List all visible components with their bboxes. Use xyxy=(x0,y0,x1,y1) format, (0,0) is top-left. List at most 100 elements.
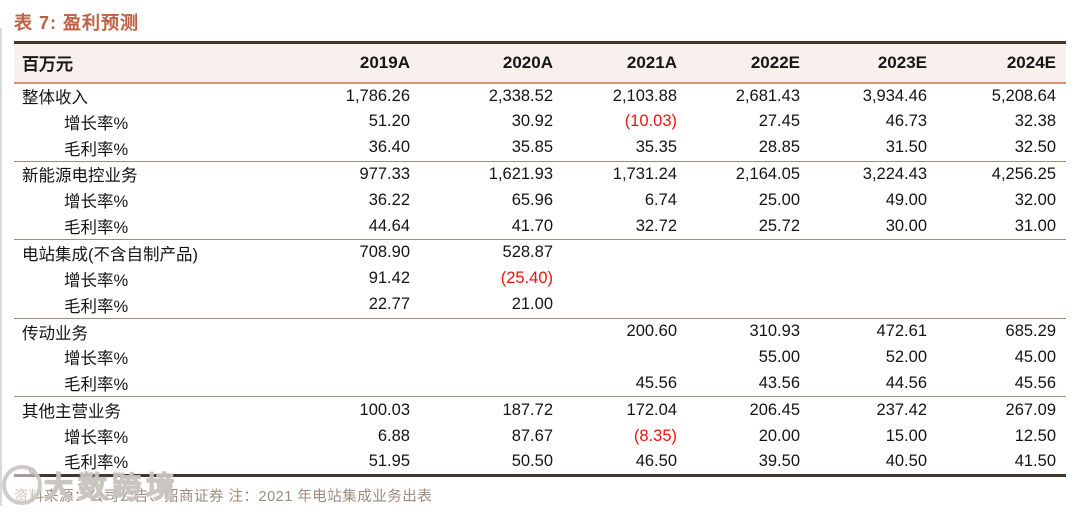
table-row: 增长率% 6.88 87.67 (8.35) 20.00 15.00 12.50 xyxy=(14,423,1066,449)
cell-value: 32.72 xyxy=(635,216,677,235)
cell-value: 3,934.46 xyxy=(862,86,927,105)
row-label: 毛利率% xyxy=(64,454,129,473)
cell-value: 39.50 xyxy=(758,451,800,470)
cell-value: (10.03) xyxy=(624,112,677,131)
cell-value: 45.56 xyxy=(635,373,677,392)
cell-value: 49.00 xyxy=(885,190,927,209)
cell-value: 6.88 xyxy=(377,426,410,445)
row-label: 增长率% xyxy=(64,193,129,212)
table-row: 增长率% 51.20 30.92 (10.03) 27.45 46.73 32.38 xyxy=(14,109,1066,135)
cell-value: 27.45 xyxy=(758,112,800,131)
cell-value: 1,621.93 xyxy=(420,160,563,188)
cell-value: 28.85 xyxy=(758,138,800,157)
cell-value: 43.56 xyxy=(758,373,800,392)
column-header: 2019A xyxy=(289,42,420,84)
cell-value xyxy=(289,344,420,370)
cell-value: 41.70 xyxy=(511,216,553,235)
cell-value: 51.20 xyxy=(368,112,410,131)
cell-value: 25.00 xyxy=(758,190,800,209)
table-row: 增长率% 36.22 65.96 6.74 25.00 49.00 32.00 xyxy=(14,187,1066,213)
cell-value: 52.00 xyxy=(885,347,927,366)
cell-value xyxy=(687,266,810,292)
cell-value: 46.50 xyxy=(635,451,677,470)
cell-value xyxy=(810,239,937,266)
column-header: 2020A xyxy=(420,42,563,84)
table-row: 传动业务 200.60 310.93 472.61 685.29 xyxy=(14,317,1066,345)
cell-value: 685.29 xyxy=(937,317,1066,345)
row-label: 毛利率% xyxy=(64,297,129,316)
cell-value: 31.00 xyxy=(1014,216,1056,235)
table-row: 毛利率% 36.40 35.85 35.35 28.85 31.50 32.50 xyxy=(14,135,1066,161)
cell-value: 30.92 xyxy=(511,112,553,131)
table-row: 毛利率% 22.77 21.00 xyxy=(14,292,1066,318)
cell-value: 5,208.64 xyxy=(991,86,1056,105)
row-label: 毛利率% xyxy=(64,140,129,159)
cell-value xyxy=(937,266,1066,292)
cell-value: 22.77 xyxy=(368,295,410,314)
cell-value: 36.22 xyxy=(368,190,410,209)
column-header: 2024E xyxy=(937,42,1066,84)
table-row: 其他主营业务 100.03 187.72 172.04 206.45 237.42 267.… xyxy=(14,396,1066,423)
unit-header: 百万元 xyxy=(14,42,289,84)
row-label: 整体收入 xyxy=(22,89,88,108)
cell-value: 21.00 xyxy=(511,295,553,314)
cell-value xyxy=(563,344,687,370)
cell-value: 40.50 xyxy=(885,451,927,470)
cell-value: 32.00 xyxy=(1014,190,1056,209)
source-note: 资料来源：公司公告、招商证券 注：2021 年电站集成业务出表 xyxy=(14,488,433,505)
cell-value: 45.56 xyxy=(1014,373,1056,392)
cell-value: 187.72 xyxy=(420,396,563,423)
cell-value xyxy=(937,239,1066,266)
row-label: 其他主营业务 xyxy=(14,396,289,423)
cell-value xyxy=(563,266,687,292)
cell-value: (25.40) xyxy=(500,269,553,288)
page-edge-line xyxy=(0,28,2,506)
table-row: 毛利率% 51.95 50.50 46.50 39.50 40.50 41.50 xyxy=(14,449,1066,475)
cell-value: 32.38 xyxy=(1014,112,1056,131)
cell-value: 528.87 xyxy=(420,239,563,266)
cell-value: 36.40 xyxy=(368,138,410,157)
header-row: 百万元 2019A 2020A 2021A 2022E 2023E 2024E xyxy=(14,42,1066,84)
row-label: 传动业务 xyxy=(14,317,289,345)
cell-value: 200.60 xyxy=(563,317,687,345)
row-label: 增长率% xyxy=(64,429,129,448)
cell-value xyxy=(687,292,810,318)
cell-value: 25.72 xyxy=(758,216,800,235)
cell-value: 6.74 xyxy=(644,190,677,209)
cell-value: 1,731.24 xyxy=(563,160,687,188)
cell-value: 87.67 xyxy=(511,426,553,445)
cell-value xyxy=(563,292,687,318)
table-row: 整体收入 1,786.26 2,338.52 2,103.88 2,681.43 3,93… xyxy=(14,83,1066,109)
cell-value: 172.04 xyxy=(563,396,687,423)
cell-value: 4,256.25 xyxy=(937,160,1066,188)
cell-value: 30.00 xyxy=(885,216,927,235)
cell-value xyxy=(810,292,937,318)
cell-value xyxy=(687,239,810,266)
cell-value: (8.35) xyxy=(633,426,677,445)
table-row: 增长率% 91.42 (25.40) xyxy=(14,266,1066,292)
cell-value: 41.50 xyxy=(1014,451,1056,470)
cell-value: 3,224.43 xyxy=(810,160,937,188)
cell-value: 32.50 xyxy=(1014,138,1056,157)
cell-value: 31.50 xyxy=(885,138,927,157)
row-label: 增长率% xyxy=(64,350,129,369)
table-row: 电站集成(不含自制产品) 708.90 528.87 xyxy=(14,239,1066,266)
cell-value xyxy=(810,266,937,292)
column-header: 2023E xyxy=(810,42,937,84)
table-title: 表 7: 盈利预测 xyxy=(14,13,140,33)
table-row: 毛利率% 45.56 43.56 44.56 45.56 xyxy=(14,371,1066,397)
column-header: 2022E xyxy=(687,42,810,84)
cell-value xyxy=(937,292,1066,318)
row-label: 电站集成(不含自制产品) xyxy=(14,239,289,266)
cell-value: 237.42 xyxy=(810,396,937,423)
column-header: 2021A xyxy=(563,42,687,84)
row-label: 毛利率% xyxy=(64,219,129,238)
row-label: 增长率% xyxy=(64,114,129,133)
cell-value: 15.00 xyxy=(885,426,927,445)
cell-value xyxy=(289,317,420,345)
cell-value: 45.00 xyxy=(1014,347,1056,366)
cell-value: 55.00 xyxy=(758,347,800,366)
cell-value: 44.56 xyxy=(885,373,927,392)
table-body: 整体收入 1,786.26 2,338.52 2,103.88 2,681.43 3,93… xyxy=(14,83,1066,476)
cell-value: 100.03 xyxy=(289,396,420,423)
